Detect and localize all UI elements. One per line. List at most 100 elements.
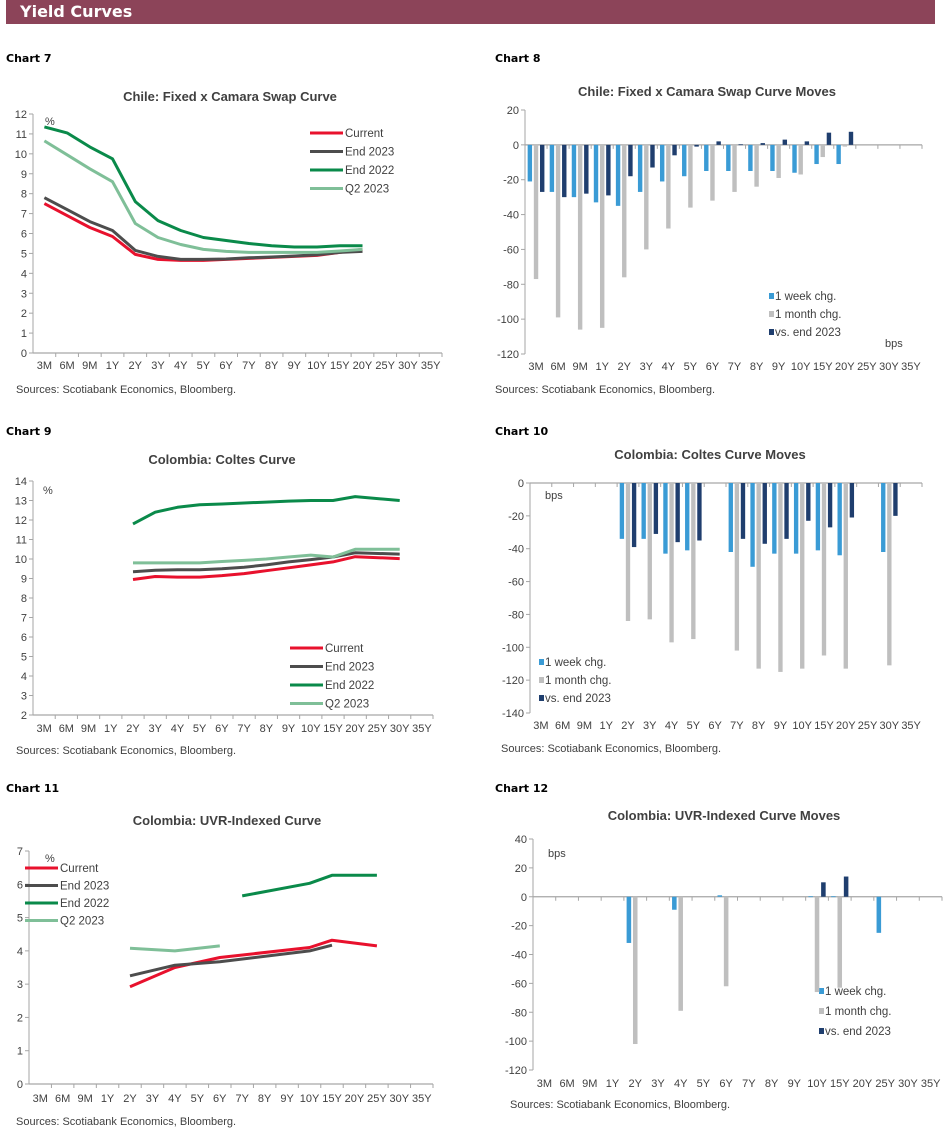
bar [672,896,677,910]
x-tick-label: 30Y [390,1093,410,1105]
y-tick-label: -120 [502,675,524,687]
bar [804,141,810,145]
x-tick-label: 25Y [368,723,388,735]
y-tick-label: 4 [21,671,27,683]
x-tick-label: 20Y [836,720,856,732]
bar [756,483,761,669]
chart-9-label: Chart 9 [6,425,52,438]
bar [717,895,723,897]
x-tick-label: 25Y [875,1078,895,1090]
y-tick-label: 5 [17,913,23,925]
bar [837,896,843,988]
y-tick-label: -80 [503,279,519,291]
y-tick-label: 4 [21,268,27,280]
legend-swatch [539,659,544,665]
bar [527,144,533,182]
bar [641,483,646,539]
chart-12: Colombia: UVR-Indexed Curve Moves -120 -10… [505,808,943,1111]
y-tick-label: -20 [511,921,527,933]
x-tick-label: 6M [550,361,565,373]
bar [843,483,848,669]
x-tick-label: 15Y [813,361,833,373]
x-tick-label: 30Y [898,1078,918,1090]
y-tick-label: -40 [503,210,519,222]
legend-label: Q2 2023 [345,184,389,196]
legend-label: 1 month chg. [545,675,611,687]
bar [682,144,687,177]
x-tick-label: 7Y [242,360,256,372]
y-tick-label: 2 [17,1012,23,1024]
x-tick-label: 15Y [322,1093,342,1105]
bar [820,144,825,158]
bar [815,483,821,551]
chart-7: Chile: Fixed x Camara Swap Curve01234567… [15,89,443,396]
y-tick-label: 9 [21,169,27,181]
x-tick-label: 8Y [765,1078,779,1090]
bar [626,896,632,943]
x-tick-label: 7Y [730,720,744,732]
legend-swatch [539,677,544,683]
series-line-2 [241,873,377,898]
bar [577,144,583,330]
x-tick-label: 6Y [213,1093,227,1105]
legend-label: vs. end 2023 [825,1026,891,1038]
x-tick-label: 1Y [606,1078,620,1090]
legend-label: End 2022 [60,898,109,910]
bar [843,876,849,897]
x-tick-label: 2Y [129,360,143,372]
source-note: Sources: Scotiabank Economics, Bloomberg… [16,1116,236,1128]
y-tick-label: 9 [21,574,27,586]
x-tick-label: 8Y [752,720,766,732]
x-tick-label: 3M [36,723,51,735]
y-tick-label: 0 [21,348,27,360]
legend-label: 1 month chg. [775,309,841,321]
x-tick-label: 9Y [788,1078,802,1090]
y-tick-label: 0 [17,1079,23,1091]
bar [876,896,882,933]
x-tick-label: 4Y [665,720,679,732]
unit-label: % [45,853,55,865]
x-tick-label: 9M [81,723,96,735]
x-tick-label: 4Y [174,360,188,372]
bar [615,144,621,206]
bar [728,483,733,552]
bar [837,483,842,556]
chart-10: Colombia: Coltes Curve Moves -140 -120 -100… [501,447,923,755]
y-tick-label: 6 [17,879,23,891]
y-tick-label: 11 [16,129,27,141]
series-line-3 [129,944,220,953]
x-tick-label: 4Y [674,1078,688,1090]
bar [770,144,775,171]
bar [772,483,777,554]
bar [849,483,855,518]
y-tick-label: 14 [15,476,27,488]
unit-label: bps [545,490,563,502]
x-tick-label: 25Y [857,361,877,373]
bar [827,483,833,528]
y-tick-label: -120 [497,349,519,361]
bar [606,144,611,196]
bar [808,896,813,898]
chart-11: Colombia: UVR-Indexed Curve 0 1 2 3 4 5 6 7 3M 6M 9… [16,813,434,1128]
y-tick-label: 0 [518,478,524,490]
bar [793,483,799,554]
bar [806,483,811,521]
legend-label: 1 week chg. [825,986,886,998]
x-tick-label: 5Y [687,720,701,732]
bar [644,144,649,250]
x-tick-label: 10Y [300,1093,320,1105]
x-tick-label: 4Y [662,361,676,373]
legend-swatch [819,1008,824,1014]
x-tick-label: 15Y [323,723,343,735]
bar [584,144,589,194]
legend-label: End 2022 [325,680,374,692]
x-tick-label: 3M [533,720,548,732]
x-tick-label: 20Y [835,361,855,373]
y-tick-label: 3 [17,979,23,991]
bar [562,144,567,198]
x-tick-label: 10Y [307,360,327,372]
bar [549,144,555,192]
bar [622,144,627,278]
bar [678,896,683,1011]
